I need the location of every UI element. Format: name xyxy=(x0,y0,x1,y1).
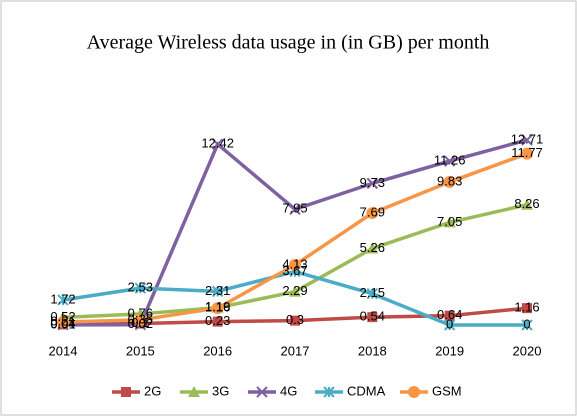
data-label: 0.64 xyxy=(437,307,462,322)
legend-label: GSM xyxy=(432,383,462,398)
marker xyxy=(188,386,200,397)
marker xyxy=(521,147,533,160)
data-label: 2.31 xyxy=(205,283,230,298)
data-label: 1.16 xyxy=(514,300,539,315)
x-tick-label: 2019 xyxy=(435,343,464,358)
data-label: 9.83 xyxy=(437,173,462,188)
legend-label: 3G xyxy=(212,383,229,398)
chart-title: Average Wireless data usage in (in GB) p… xyxy=(87,32,490,54)
marker xyxy=(121,387,131,397)
data-label: 11.26 xyxy=(434,153,466,168)
data-label: 12.71 xyxy=(511,131,544,146)
marker xyxy=(256,386,268,398)
marker xyxy=(366,242,379,254)
legend-item: 2G xyxy=(112,383,161,398)
data-label: 0.23 xyxy=(205,313,230,328)
data-label: 8.26 xyxy=(514,196,539,211)
marker xyxy=(366,287,379,300)
data-label: 0.02 xyxy=(128,316,153,331)
data-label: 2.15 xyxy=(360,285,385,300)
x-tick-label: 2017 xyxy=(281,343,310,358)
data-label: 0.01 xyxy=(50,316,75,331)
data-label: 2.53 xyxy=(128,280,153,295)
legend-label: 2G xyxy=(144,383,161,398)
data-label: 7.69 xyxy=(360,205,385,220)
marker xyxy=(134,282,147,294)
x-tick-label: 2016 xyxy=(203,343,232,358)
marker xyxy=(134,313,147,326)
legend-label: 4G xyxy=(280,383,297,398)
x-tick-label: 2018 xyxy=(358,343,387,358)
marker xyxy=(443,319,456,331)
marker xyxy=(444,310,455,321)
data-label: 5.26 xyxy=(360,240,385,255)
marker xyxy=(521,319,533,331)
data-label: 11.77 xyxy=(511,145,543,160)
legend-item: 4G xyxy=(248,383,297,398)
marker xyxy=(366,207,379,220)
data-label: 7.05 xyxy=(437,214,462,229)
marker xyxy=(443,216,456,228)
data-label: 0.35 xyxy=(128,311,153,326)
data-label: 1.16 xyxy=(205,300,230,315)
data-label: 2.29 xyxy=(282,283,307,298)
data-label: 12.42 xyxy=(201,136,234,151)
marker xyxy=(443,155,456,167)
data-label: 0.3 xyxy=(286,312,304,327)
x-tick-label: 2020 xyxy=(513,343,542,358)
marker xyxy=(521,134,533,146)
marker xyxy=(57,315,69,328)
data-label: 1.72 xyxy=(50,291,75,306)
marker xyxy=(290,315,300,326)
marker xyxy=(289,203,301,215)
marker xyxy=(521,198,533,210)
legend-item: GSM xyxy=(400,383,462,398)
marker xyxy=(367,312,378,323)
data-label: 9.73 xyxy=(360,175,385,190)
marker xyxy=(522,303,532,314)
marker xyxy=(289,258,301,271)
data-label: 0.54 xyxy=(360,309,385,324)
data-label: 0.1 xyxy=(131,315,149,330)
marker xyxy=(366,177,379,190)
marker xyxy=(211,138,224,150)
legend-item: 3G xyxy=(180,383,229,398)
x-tick-label: 2015 xyxy=(126,343,155,358)
data-label: 4.13 xyxy=(282,256,307,271)
legend-item: CDMA xyxy=(315,383,386,398)
data-label: 1.19 xyxy=(205,299,230,314)
marker xyxy=(443,175,456,188)
legend-label: CDMA xyxy=(347,383,386,398)
marker xyxy=(212,316,223,327)
marker xyxy=(211,302,224,315)
data-label: 3.67 xyxy=(282,263,307,278)
data-label: 7.95 xyxy=(282,201,307,216)
x-tick-label: 2014 xyxy=(49,343,78,358)
data-label: 0.04 xyxy=(50,316,75,331)
marker xyxy=(289,285,301,297)
data-label: 0.21 xyxy=(50,313,75,328)
marker xyxy=(408,386,420,398)
data-label: 0 xyxy=(446,316,453,331)
data-label: 0 xyxy=(523,316,530,331)
marker xyxy=(211,285,224,298)
data-label: 0.52 xyxy=(50,309,75,324)
marker xyxy=(57,294,69,306)
data-label: 0.76 xyxy=(128,305,153,320)
marker xyxy=(323,386,335,398)
